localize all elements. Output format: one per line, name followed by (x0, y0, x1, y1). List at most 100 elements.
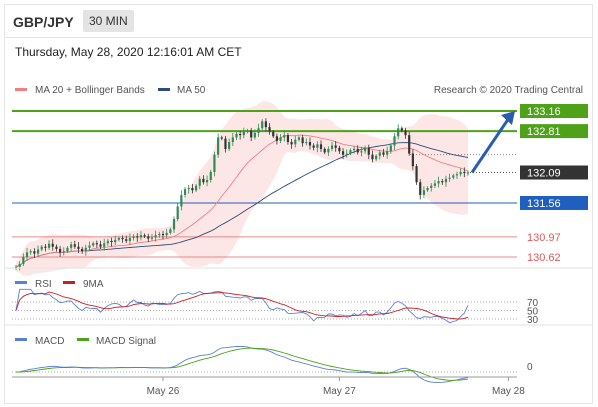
candle-body (33, 251, 36, 254)
candle-body (132, 236, 135, 239)
level-lines (12, 110, 517, 258)
candle-body (294, 139, 297, 145)
candle-body (338, 147, 341, 152)
candle-body (257, 128, 260, 133)
candle-body (275, 136, 279, 141)
ma20-legend-swatch (15, 88, 27, 91)
candle-body (430, 185, 433, 189)
candle-body (371, 154, 374, 160)
candle-body (261, 121, 264, 129)
candle-body (393, 136, 396, 146)
bollinger-bands (16, 101, 468, 276)
candle-body (198, 178, 201, 186)
candlesticks (14, 118, 470, 271)
ma20-legend-label: MA 20 + Bollinger Bands (35, 85, 145, 96)
candle-body (253, 132, 256, 138)
candle-body (433, 183, 437, 186)
candle-body (360, 151, 363, 153)
pivot-tag (520, 195, 588, 210)
candle-body (297, 137, 301, 140)
candle-body (55, 246, 58, 249)
candle-body (77, 246, 80, 249)
candle-body (279, 137, 282, 141)
candle-body (389, 145, 392, 152)
candle-body (301, 137, 304, 144)
macd-zero-label: 0 (527, 362, 533, 373)
candle-body (235, 133, 238, 138)
candle-body (172, 219, 176, 230)
candle-body (375, 155, 378, 160)
candle-body (242, 131, 245, 136)
candle-body (139, 235, 143, 238)
support-2-label: 130.62 (527, 252, 561, 264)
resistance-2-label: 132.81 (527, 126, 561, 138)
x-tick-label: May 28 (492, 386, 525, 397)
candle-body (84, 247, 87, 252)
candle-body (455, 174, 459, 176)
candle-body (62, 251, 65, 253)
projection-arrow-shaft (470, 117, 511, 174)
candle-body (70, 244, 73, 248)
candle-body (415, 166, 418, 183)
candle-body (397, 128, 400, 137)
macd-legend-swatch (15, 338, 27, 341)
candle-body (220, 137, 223, 139)
candle-body (264, 121, 267, 128)
x-tick-label: May 27 (323, 386, 356, 397)
candle-body (228, 142, 231, 149)
candle-body (95, 243, 98, 245)
candle-body (121, 238, 124, 240)
candle-body (345, 153, 348, 155)
candle-body (378, 152, 381, 156)
currency-pair-title: GBP/JPY (13, 14, 74, 30)
candle-body (117, 238, 120, 240)
candle-body (426, 188, 429, 191)
rsi-legend-label: RSI (35, 279, 52, 290)
rsi-level-70-label: 70 (527, 298, 539, 309)
candle-body (25, 252, 29, 257)
candle-body (319, 144, 323, 149)
candle-body (110, 240, 113, 243)
candle-body (194, 185, 198, 191)
candle-body (128, 238, 132, 241)
candle-body (92, 243, 95, 246)
timeframe-badge[interactable]: 30 MIN (83, 10, 134, 32)
projection-arrow (470, 111, 515, 174)
candle-body (169, 229, 172, 233)
candle-body (327, 148, 330, 153)
chart-datetime: Thursday, May 28, 2020 12:16:01 AM CET (15, 45, 242, 59)
candle-body (367, 147, 370, 155)
support-1-label: 130.97 (527, 232, 561, 244)
candle-body (22, 257, 25, 264)
candle-body (209, 171, 212, 180)
candle-body (187, 188, 190, 190)
candle-body (205, 179, 209, 183)
pivot-label: 131.56 (527, 198, 561, 210)
candle-body (224, 138, 227, 149)
rsi-line (15, 288, 469, 324)
candle-body (250, 130, 253, 138)
candle-body (114, 239, 117, 243)
candle-body (99, 244, 102, 247)
candle-body (352, 148, 356, 151)
candle-body (44, 246, 47, 248)
candle-body (217, 137, 220, 155)
candle-body (463, 171, 466, 174)
candle-body (81, 248, 84, 252)
resistance-1-tag (520, 104, 588, 118)
candle-body (459, 171, 462, 175)
candle-body (106, 240, 109, 244)
candle-body (411, 153, 414, 167)
ma50-line (15, 142, 469, 268)
candle-body (165, 232, 168, 236)
candle-body (231, 137, 234, 143)
x-tick-label: May 26 (147, 386, 180, 397)
candle-body (334, 145, 337, 148)
ma50-legend-label: MA 50 (177, 85, 206, 96)
candle-body (29, 251, 32, 253)
rsi-ma-legend-swatch (63, 281, 75, 284)
candle-body (312, 145, 315, 148)
candle-body (437, 181, 440, 184)
candle-body (349, 150, 352, 154)
